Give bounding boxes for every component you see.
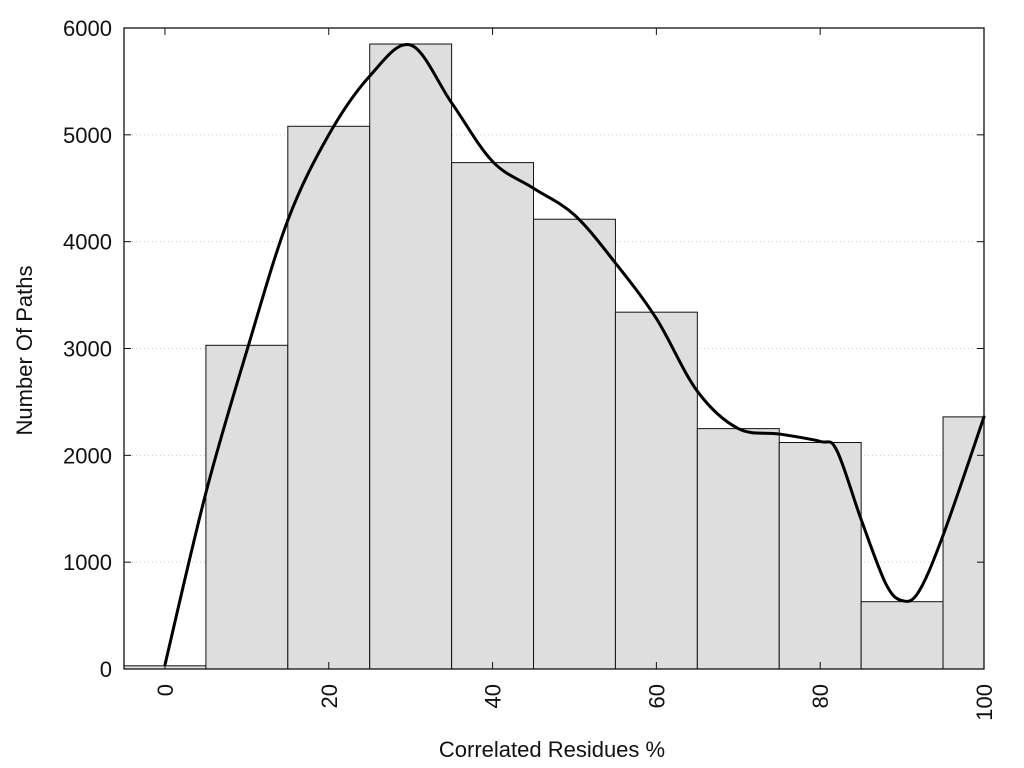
- histogram-bar-9: [860, 601, 944, 670]
- smoothed-curve: [163, 43, 986, 667]
- y-tick-label: 3000: [63, 337, 112, 362]
- x-axis-label: Correlated Residues %: [439, 737, 665, 762]
- histogram-bar-1: [205, 344, 289, 670]
- histogram-bar-4: [451, 162, 535, 670]
- histogram-bar-10: [942, 416, 985, 670]
- axis-ticks: 0 1000 2000 3000 4000 5000 6000 0 20 40 60 80 100: [63, 16, 997, 721]
- y-axis-label: Number Of Paths: [12, 266, 37, 436]
- x-tick-label: 100: [972, 684, 997, 721]
- x-tick-label: 20: [317, 684, 342, 708]
- histogram-bar-2: [287, 125, 371, 670]
- y-tick-label: 0: [100, 657, 112, 682]
- y-tick-label: 6000: [63, 16, 112, 41]
- histogram-bar-8: [778, 442, 862, 670]
- y-tick-label: 5000: [63, 123, 112, 148]
- histogram-bar-3: [369, 43, 453, 670]
- histogram-bar-6: [614, 311, 698, 670]
- bars: [123, 43, 985, 670]
- histogram-bar-7: [696, 428, 780, 670]
- x-tick-label: 60: [644, 684, 669, 708]
- x-tick-label: 40: [481, 684, 506, 708]
- x-tick-label: 0: [153, 684, 178, 696]
- y-tick-label: 2000: [63, 443, 112, 468]
- x-tick-label: 80: [808, 684, 833, 708]
- histogram-bar-5: [533, 218, 616, 670]
- y-tick-label: 4000: [63, 230, 112, 255]
- y-tick-label: 1000: [63, 550, 112, 575]
- curve-line: [163, 43, 986, 667]
